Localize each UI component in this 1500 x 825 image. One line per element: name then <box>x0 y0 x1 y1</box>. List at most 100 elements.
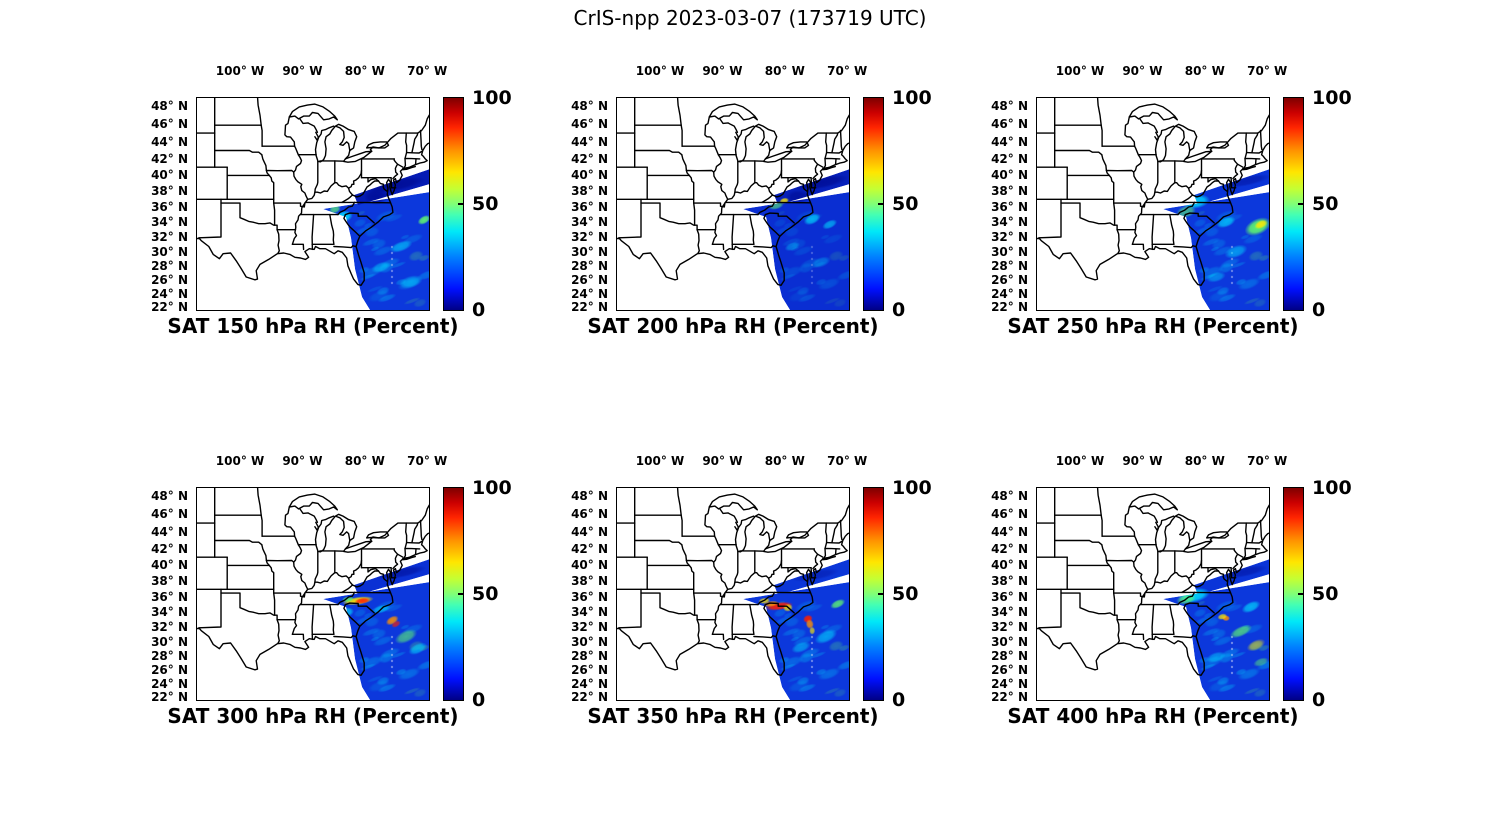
colorbar-mid-tick <box>1298 593 1303 595</box>
lat-tick-label: 40° N <box>571 168 608 183</box>
colorbar-tick-label: 50 <box>892 193 919 215</box>
lat-tick-label: 44° N <box>151 524 188 539</box>
lat-tick-label: 32° N <box>991 620 1028 634</box>
colorbar <box>863 487 884 701</box>
lat-tick-label: 22° N <box>571 300 608 314</box>
lon-tick-label: 90° W <box>702 454 743 468</box>
colorbar-tick-label: 50 <box>1312 583 1339 605</box>
lon-tick-label: 80° W <box>764 64 805 78</box>
subplot-title: SAT 350 hPa RH (Percent) <box>587 704 879 728</box>
lat-tick-label: 38° N <box>151 184 188 199</box>
colorbar-tick-label: 100 <box>892 477 932 499</box>
subplot-title: SAT 250 hPa RH (Percent) <box>1007 314 1299 338</box>
rh-features <box>758 568 849 654</box>
subplot-sat-400hpa-rh: 100° W 90° W 80° W 70° W 48° N 46° N 44° N 42°… <box>974 442 1356 744</box>
lat-tick-label: 26° N <box>991 662 1028 677</box>
colorbar-tick-label: 100 <box>892 87 932 109</box>
lat-tick-label: 38° N <box>571 184 608 199</box>
lon-tick-label: 100° W <box>1055 64 1105 78</box>
lon-tick-label: 90° W <box>282 454 323 468</box>
lat-tick-label: 24° N <box>151 286 188 301</box>
subplot-title: SAT 200 hPa RH (Percent) <box>587 314 879 338</box>
colorbar-mid-tick <box>878 593 883 595</box>
colorbar-tick-label: 100 <box>472 477 512 499</box>
lat-tick-label: 48° N <box>151 99 188 113</box>
data-swath <box>743 559 850 700</box>
lat-tick-label: 44° N <box>151 134 188 149</box>
lon-tick-label: 70° W <box>407 64 448 78</box>
lat-tick-label: 26° N <box>991 272 1028 287</box>
lat-tick-label: 24° N <box>571 676 608 691</box>
colorbar-tick-label: 100 <box>1312 87 1352 109</box>
lon-tick-label: 70° W <box>1247 454 1288 468</box>
lat-tick-label: 46° N <box>991 117 1028 132</box>
lat-tick-label: 32° N <box>151 620 188 634</box>
map-canvas <box>616 487 850 701</box>
colorbar-tick-label: 0 <box>472 299 486 321</box>
lat-tick-label: 34° N <box>151 605 188 620</box>
subplot-sat-250hpa-rh: 100° W 90° W 80° W 70° W 48° N 46° N 44° N 42°… <box>974 52 1356 354</box>
map-canvas <box>1036 487 1270 701</box>
lat-tick-label: 44° N <box>991 524 1028 539</box>
colorbar-mid-tick <box>458 593 463 595</box>
lat-tick-label: 28° N <box>991 648 1028 663</box>
lat-tick-label: 48° N <box>991 99 1028 113</box>
subplot-sat-200hpa-rh: 100° W 90° W 80° W 70° W 48° N 46° N 44° N 42°… <box>554 52 936 354</box>
colorbar-tick-label: 50 <box>1312 193 1339 215</box>
lat-tick-label: 42° N <box>571 151 608 166</box>
lon-tick-label: 70° W <box>1247 64 1288 78</box>
lat-tick-label: 30° N <box>151 634 188 649</box>
lon-tick-label: 100° W <box>635 454 685 468</box>
lat-tick-label: 36° N <box>151 590 188 604</box>
map-canvas <box>196 97 430 311</box>
lat-tick-label: 28° N <box>151 648 188 663</box>
subplot-title: SAT 150 hPa RH (Percent) <box>167 314 459 338</box>
colorbar <box>1283 97 1304 311</box>
subplot-title: SAT 400 hPa RH (Percent) <box>1007 704 1299 728</box>
lat-tick-label: 38° N <box>991 574 1028 589</box>
data-swath <box>1163 169 1270 310</box>
lon-tick-label: 80° W <box>1184 64 1225 78</box>
map-frame <box>616 487 850 701</box>
lat-tick-label: 46° N <box>571 117 608 132</box>
map-canvas <box>616 97 850 311</box>
lat-tick-label: 32° N <box>151 230 188 244</box>
colorbar-mid-tick <box>878 203 883 205</box>
colorbar <box>863 97 884 311</box>
lon-tick-label: 100° W <box>1055 454 1105 468</box>
colorbar-tick-label: 0 <box>892 689 906 711</box>
lon-tick-label: 100° W <box>215 64 265 78</box>
lat-tick-label: 22° N <box>571 690 608 704</box>
lat-tick-label: 36° N <box>991 200 1028 214</box>
lat-tick-label: 22° N <box>151 300 188 314</box>
lon-tick-label: 100° W <box>215 454 265 468</box>
colorbar-tick-label: 100 <box>472 87 512 109</box>
lat-tick-label: 36° N <box>991 590 1028 604</box>
lat-tick-label: 28° N <box>991 258 1028 273</box>
map-frame <box>616 97 850 311</box>
lat-tick-label: 40° N <box>991 558 1028 573</box>
lat-tick-label: 42° N <box>991 541 1028 556</box>
colorbar-tick-label: 0 <box>892 299 906 321</box>
lon-tick-label: 80° W <box>764 454 805 468</box>
lat-tick-label: 34° N <box>991 215 1028 230</box>
lat-tick-label: 42° N <box>571 541 608 556</box>
lon-tick-label: 80° W <box>344 454 385 468</box>
lat-tick-label: 24° N <box>571 286 608 301</box>
lat-tick-label: 42° N <box>151 151 188 166</box>
subplot-sat-300hpa-rh: 100° W 90° W 80° W 70° W 48° N 46° N 44° N 42°… <box>134 442 516 744</box>
lon-tick-label: 90° W <box>1122 454 1163 468</box>
lat-tick-label: 34° N <box>151 215 188 230</box>
lat-tick-label: 38° N <box>151 574 188 589</box>
lon-tick-label: 70° W <box>407 454 448 468</box>
lat-tick-label: 40° N <box>991 168 1028 183</box>
colorbar-tick-label: 50 <box>892 583 919 605</box>
lat-tick-label: 30° N <box>991 634 1028 649</box>
lon-tick-label: 90° W <box>702 64 743 78</box>
lat-tick-label: 28° N <box>151 258 188 273</box>
lat-tick-label: 44° N <box>571 134 608 149</box>
lat-tick-label: 30° N <box>571 244 608 259</box>
colorbar-mid-tick <box>458 203 463 205</box>
colorbar-tick-label: 50 <box>472 193 499 215</box>
lat-tick-label: 24° N <box>991 676 1028 691</box>
